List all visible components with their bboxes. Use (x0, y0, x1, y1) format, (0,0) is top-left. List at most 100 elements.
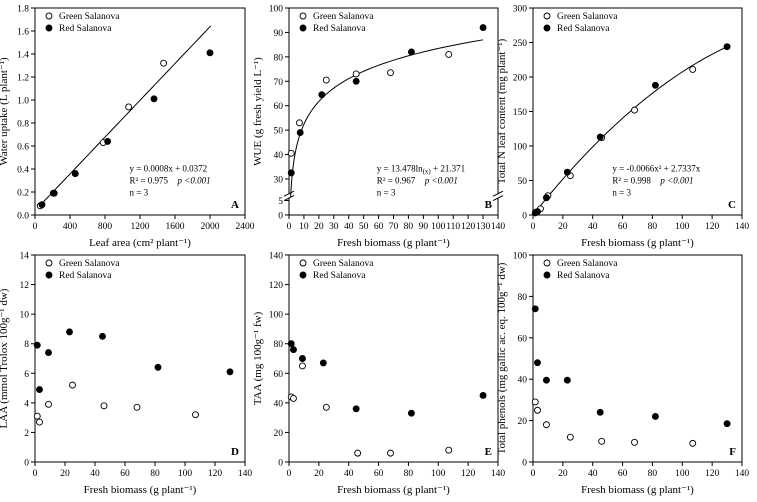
x-tick-label: 20 (314, 469, 324, 479)
red-salanova-point (651, 413, 659, 420)
panel-e: 0 20 40 60 80 100 120 140 0 20 40 60 80 100 120 140 Fres… (252, 252, 505, 497)
y-tick-label: 250 (513, 39, 528, 49)
panel-label: F (729, 446, 736, 458)
red-salanova-point (596, 408, 604, 416)
y-tick-label: 80 (518, 293, 528, 303)
y-tick-label: 200 (513, 74, 528, 84)
legend-label: Green Salanova (557, 259, 618, 269)
x-tick-label: 80 (404, 222, 414, 232)
red-salanova-point (36, 386, 43, 393)
y-tick-label: 60 (274, 370, 284, 380)
panel-c: 0 20 40 60 80 100 120 140 0 50 100 150 200 250 300 Fres… (496, 5, 749, 250)
y-tick-label: 0.4 (17, 166, 29, 176)
y-tick-label: 6 (24, 370, 29, 380)
p-value: p <0.001 (177, 176, 211, 186)
y-tick-label: 40 (274, 151, 284, 161)
y-axis-label: LAA (mmol Trolox 100g⁻¹ dw) (0, 288, 10, 428)
y-tick-label: 50 (518, 177, 528, 187)
legend-label: Red Salanova (313, 271, 366, 281)
y-tick-label: 80 (274, 340, 284, 350)
x-tick-label: 80 (648, 469, 658, 479)
red-salanova-point (99, 332, 106, 340)
x-tick-label: 100 (431, 469, 446, 479)
red-salanova-point (531, 305, 539, 313)
x-tick-label: 2400 (236, 222, 255, 232)
x-tick-label: 130 (476, 222, 491, 232)
y-tick-label: 80 (274, 53, 284, 63)
x-tick-label: 140 (238, 469, 253, 479)
y-tick-label: 100 (269, 5, 284, 15)
x-tick-label: 60 (618, 222, 628, 232)
y-tick-label: 1.2 (17, 74, 29, 84)
x-tick-label: 120 (461, 469, 476, 479)
legend-marker-red (299, 24, 307, 32)
plot-frame (288, 254, 499, 463)
x-tick-label: 110 (446, 222, 460, 232)
green-salanova-point (290, 394, 297, 402)
panel-label: D (231, 446, 239, 458)
x-tick-label: 40 (344, 222, 354, 232)
red-salanova-point (723, 43, 731, 51)
axis-break-mark (283, 195, 295, 201)
green-salanova-point (322, 403, 330, 411)
x-tick-label: 10 (299, 222, 309, 232)
green-salanova-point (287, 149, 295, 157)
green-salanova-point (689, 439, 697, 447)
legend-label: Red Salanova (557, 24, 610, 34)
equation: y = 13.478ln(x) + 21.371 (377, 164, 465, 176)
axis-break-mark (492, 190, 504, 197)
y-axis-label: Water uptake (L plant⁻¹) (0, 57, 10, 166)
red-salanova-point (407, 409, 415, 417)
x-tick-label: 70 (389, 222, 399, 232)
x-tick-label: 120 (705, 469, 720, 479)
fit-curve (38, 25, 212, 208)
r-squared: R² = 0.967 (377, 176, 416, 186)
panel-label: B (485, 199, 493, 211)
red-salanova-point (290, 346, 297, 354)
y-tick-label: 0 (278, 212, 283, 222)
red-salanova-point (33, 341, 41, 349)
legend-label: Green Salanova (313, 12, 374, 22)
axis-break-gap (494, 194, 502, 198)
x-tick-label: 0 (287, 469, 292, 479)
x-tick-label: 0 (287, 222, 292, 232)
x-tick-label: 80 (404, 469, 414, 479)
x-tick-label: 140 (735, 222, 750, 232)
red-salanova-point (563, 168, 571, 176)
red-salanova-point (150, 95, 158, 103)
y-tick-label: 90 (274, 29, 284, 39)
red-salanova-point (154, 363, 162, 371)
x-axis-label: Leaf area (cm² plant⁻¹) (89, 237, 191, 249)
green-salanova-point (45, 400, 52, 408)
green-salanova-point (352, 70, 360, 78)
red-salanova-point (318, 91, 326, 99)
y-tick-label: 14 (20, 252, 30, 262)
y-tick-label: 100 (269, 311, 284, 321)
legend-marker-red (543, 271, 551, 279)
y-tick-label: 1.6 (17, 28, 29, 38)
green-salanova-point (192, 411, 199, 419)
x-tick-label: 120 (208, 469, 223, 479)
p-value: p <0.001 (424, 176, 458, 186)
legend-marker-green (45, 259, 53, 267)
red-salanova-point (407, 48, 415, 56)
x-tick-label: 0 (33, 469, 38, 479)
legend-marker-red (299, 271, 307, 279)
axis-break-mark (283, 190, 295, 197)
x-tick-label: 60 (618, 469, 628, 479)
x-tick-label: 30 (329, 222, 339, 232)
r-squared: R² = 0.998 (612, 176, 651, 186)
green-salanova-point (100, 402, 108, 410)
red-salanova-point (50, 189, 58, 197)
equation-part: y = 13.478ln (377, 164, 423, 174)
red-salanova-point (534, 359, 541, 367)
panel-a: 0 400 800 1200 1600 2000 2400 0.0 0.2 0.4 0.6 0.8 1.… (0, 5, 255, 250)
red-salanova-point (298, 355, 306, 362)
y-axis-label: TAA (mg 100g⁻¹ fw) (252, 311, 264, 405)
green-salanova-point (598, 437, 606, 445)
red-salanova-point (38, 201, 46, 209)
axis-break-gap (285, 194, 293, 198)
panel-label: C (728, 199, 736, 211)
legend-marker-red (45, 24, 53, 32)
x-tick-label: 90 (419, 222, 429, 232)
